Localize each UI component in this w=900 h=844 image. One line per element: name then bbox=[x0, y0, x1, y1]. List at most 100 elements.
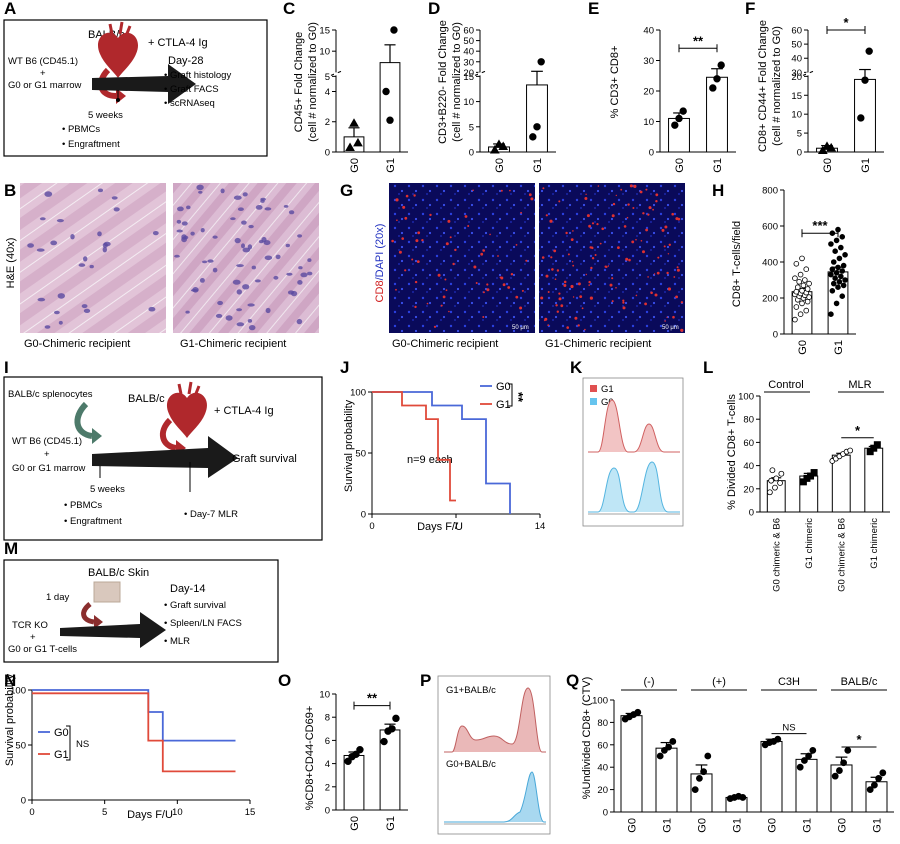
panel-b-nucleus bbox=[296, 318, 303, 325]
panel-g-cd8-spot bbox=[545, 274, 549, 278]
panel-q-group-label: (-) bbox=[644, 676, 655, 688]
panel-g-cd8-spot bbox=[404, 216, 408, 220]
panel-q-point bbox=[831, 772, 839, 780]
panel-h-point bbox=[803, 307, 810, 314]
panel-h-point bbox=[792, 275, 798, 282]
panel-g-cd8-spot bbox=[615, 194, 617, 197]
panel-g-cd8-spot bbox=[577, 282, 581, 286]
panel-g-cd8-spot bbox=[667, 287, 672, 291]
panel-l-ytick-label: 20 bbox=[743, 484, 754, 495]
panel-a-letter: A bbox=[4, 0, 16, 18]
panel-h-point bbox=[793, 260, 800, 267]
panel-g-cd8-spot bbox=[528, 193, 532, 197]
panel-b-nucleus bbox=[57, 293, 65, 299]
panel-h-point bbox=[799, 287, 805, 294]
panel-g-cd8-spot bbox=[664, 320, 666, 322]
panel-e: E % CD3+ CD8+ 0 10 20 30 40 G0 G1 ** bbox=[588, 0, 736, 173]
panel-g-cd8-spot bbox=[440, 304, 443, 307]
panel-m-day: Day-14 bbox=[170, 583, 205, 595]
panel-b-nucleus bbox=[198, 190, 203, 194]
panel-e-ytick-label: 30 bbox=[643, 56, 654, 67]
panel-b-nucleus bbox=[176, 219, 182, 224]
panel-b-nucleus bbox=[176, 229, 183, 233]
panel-q-letter: Q bbox=[566, 671, 579, 690]
panel-b-nucleus bbox=[103, 241, 111, 247]
panel-g-cd8-spots bbox=[391, 184, 684, 332]
panel-g-cd8-spot bbox=[543, 319, 546, 322]
panel-e-ytick-label: 0 bbox=[649, 148, 654, 159]
panel-c-point bbox=[386, 116, 394, 124]
panel-g-cd8-spot bbox=[541, 256, 545, 259]
panel-m-plus: + bbox=[30, 632, 36, 643]
panel-g-cd8-spot bbox=[626, 216, 629, 219]
panel-h-point bbox=[829, 287, 836, 294]
panel-h-point bbox=[839, 293, 846, 300]
panel-i-test-1: • PBMCs bbox=[64, 500, 102, 511]
panel-h-point bbox=[835, 264, 841, 271]
panel-j-legend-label: G1 bbox=[496, 399, 511, 411]
panel-i-donor: BALB/c bbox=[128, 393, 165, 405]
panel-h-point bbox=[803, 266, 810, 273]
panel-g-cd8-spot bbox=[482, 291, 485, 294]
panel-q-xtick-label: G1 bbox=[872, 818, 884, 833]
panel-q-sig-label: * bbox=[856, 732, 862, 747]
panel-q-point bbox=[696, 775, 703, 782]
panel-a-recipient-1: WT B6 (CD45.1) bbox=[8, 56, 78, 67]
panel-o-ylabel: %CD8+CD44-CD69+ bbox=[304, 706, 316, 811]
panel-b-nucleus bbox=[192, 287, 199, 293]
panel-q: Q %Undivided CD8+ (CTV) 0 20 40 60 80 100 G0 G1… bbox=[566, 671, 894, 833]
panel-q-xtick-label: G0 bbox=[767, 818, 779, 833]
panel-b-nucleus bbox=[264, 255, 273, 261]
panel-e-ytick-label: 10 bbox=[643, 117, 654, 128]
panel-h-point bbox=[828, 311, 834, 318]
panel-k-letter: K bbox=[570, 358, 583, 377]
panel-h-ytick-label: 0 bbox=[773, 330, 778, 341]
panel-c-axis-break-gap bbox=[334, 72, 338, 76]
panel-g-cd8-spot bbox=[632, 207, 635, 209]
panel-l-point bbox=[810, 469, 818, 477]
panel-b-nucleus bbox=[255, 205, 263, 210]
panel-l-point bbox=[847, 447, 854, 454]
panel-a-frame bbox=[3, 19, 268, 157]
panel-g-cd8-spot bbox=[555, 304, 558, 307]
panel-g-cd8-spot bbox=[639, 190, 643, 194]
panel-g-cd8-spot bbox=[497, 255, 499, 257]
panel-g-cd8-spot bbox=[542, 187, 545, 190]
panel-g-cd8-spot bbox=[663, 245, 666, 248]
panel-l-point bbox=[778, 470, 785, 477]
panel-n-xlabel: Days F/U bbox=[127, 809, 173, 821]
panel-l-point bbox=[766, 489, 773, 496]
panel-g-cd8-spot bbox=[607, 265, 610, 267]
panel-b-nucleus bbox=[236, 308, 243, 312]
panel-g-cd8-spot bbox=[644, 302, 647, 306]
panel-b-nucleus bbox=[207, 259, 214, 263]
panel-c-letter: C bbox=[283, 0, 295, 18]
panel-a-outcome-3: • scRNAseq bbox=[164, 98, 215, 109]
panel-j-legend-label: G0 bbox=[496, 381, 511, 393]
panel-g-scale-left: 50 μm bbox=[512, 325, 529, 331]
panel-g-cd8-spot bbox=[617, 246, 620, 250]
panel-g-cd8-spot bbox=[486, 288, 490, 292]
panel-h-point bbox=[792, 316, 798, 323]
panel-q-bar bbox=[620, 715, 643, 813]
panel-g-cd8-spot bbox=[472, 189, 474, 192]
panel-g-cd8-spot bbox=[464, 215, 468, 218]
panel-h-point bbox=[839, 234, 846, 240]
panel-o-xtick-label: G1 bbox=[385, 816, 397, 831]
panel-a-outcome-2: • Graft FACS bbox=[164, 84, 219, 95]
panel-g-cd8-spot bbox=[405, 194, 409, 198]
panel-d-ylabel-2: (cell # normalized to G0) bbox=[451, 22, 463, 142]
panel-b-nucleus bbox=[241, 243, 245, 249]
panel-g-cd8-spot bbox=[570, 284, 574, 289]
panel-c-point bbox=[345, 142, 355, 151]
panel-g-cd8-spot bbox=[489, 233, 491, 236]
panel-l-ytick-label: 0 bbox=[749, 508, 754, 519]
panel-b-nucleus bbox=[248, 325, 256, 331]
panel-l-bar bbox=[831, 454, 851, 513]
panel-b-nucleus bbox=[37, 297, 46, 302]
panel-g-cd8-spot bbox=[577, 324, 580, 327]
panel-f-ylabel-2: (cell # normalized to G0) bbox=[771, 26, 783, 146]
panel-l-sig-label: * bbox=[855, 423, 861, 438]
panel-b-nucleus bbox=[212, 267, 218, 273]
